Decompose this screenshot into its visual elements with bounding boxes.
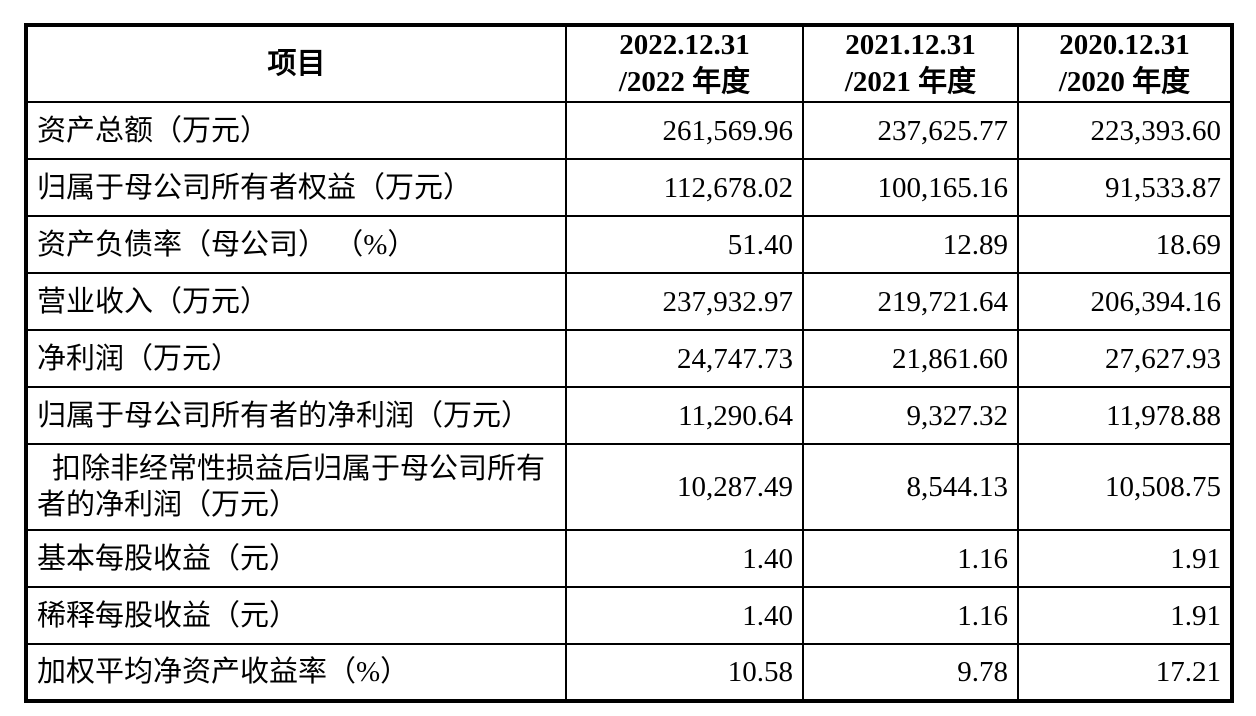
value-2020: 223,393.60 bbox=[1017, 101, 1233, 160]
period-line-2: /2022 年度 bbox=[618, 66, 751, 98]
value-2020: 27,627.93 bbox=[1017, 329, 1233, 388]
row-label: 归属于母公司所有者的净利润（万元） bbox=[25, 386, 567, 445]
row-revenue: 营业收入（万元） 237,932.97 219,721.64 206,394.1… bbox=[25, 272, 1233, 331]
row-label: 净利润（万元） bbox=[25, 329, 567, 388]
value-2022: 237,932.97 bbox=[565, 272, 804, 331]
value-2021: 9.78 bbox=[802, 643, 1019, 702]
row-net-profit: 净利润（万元） 24,747.73 21,861.60 27,627.93 bbox=[25, 329, 1233, 388]
value-2021: 219,721.64 bbox=[802, 272, 1019, 331]
value-2021: 12.89 bbox=[802, 215, 1019, 274]
row-parent-equity: 归属于母公司所有者权益（万元） 112,678.02 100,165.16 91… bbox=[25, 158, 1233, 217]
value-2021: 9,327.32 bbox=[802, 386, 1019, 445]
row-label: 稀释每股收益（元） bbox=[25, 586, 567, 645]
value-2022: 1.40 bbox=[565, 529, 804, 588]
value-2022: 24,747.73 bbox=[565, 329, 804, 388]
value-2022: 261,569.96 bbox=[565, 101, 804, 160]
value-2020: 10,508.75 bbox=[1017, 443, 1233, 531]
value-2021: 8,544.13 bbox=[802, 443, 1019, 531]
row-deducted-net-profit: 扣除非经常性损益后归属于母公司所有者的净利润（万元） 10,287.49 8,5… bbox=[25, 443, 1233, 531]
row-label: 加权平均净资产收益率（%） bbox=[25, 643, 567, 702]
row-parent-net-profit: 归属于母公司所有者的净利润（万元） 11,290.64 9,327.32 11,… bbox=[25, 386, 1233, 445]
value-2021: 21,861.60 bbox=[802, 329, 1019, 388]
period-line-1: 2020.12.31 bbox=[1059, 29, 1190, 61]
value-2021: 1.16 bbox=[802, 529, 1019, 588]
value-2020: 17.21 bbox=[1017, 643, 1233, 702]
row-label: 营业收入（万元） bbox=[25, 272, 567, 331]
value-2022: 112,678.02 bbox=[565, 158, 804, 217]
row-label: 资产负债率（母公司） （%） bbox=[25, 215, 567, 274]
period-line-2: /2020 年度 bbox=[1058, 66, 1191, 98]
value-2021: 1.16 bbox=[802, 586, 1019, 645]
value-2022: 1.40 bbox=[565, 586, 804, 645]
value-2020: 1.91 bbox=[1017, 529, 1233, 588]
row-label: 基本每股收益（元） bbox=[25, 529, 567, 588]
header-period-2022: 2022.12.31 /2022 年度 bbox=[565, 24, 804, 103]
row-weighted-avg-roe: 加权平均净资产收益率（%） 10.58 9.78 17.21 bbox=[25, 643, 1233, 702]
row-debt-ratio: 资产负债率（母公司） （%） 51.40 12.89 18.69 bbox=[25, 215, 1233, 274]
row-diluted-eps: 稀释每股收益（元） 1.40 1.16 1.91 bbox=[25, 586, 1233, 645]
header-item-label: 项目 bbox=[25, 24, 567, 103]
value-2020: 11,978.88 bbox=[1017, 386, 1233, 445]
row-basic-eps: 基本每股收益（元） 1.40 1.16 1.91 bbox=[25, 529, 1233, 588]
value-2021: 237,625.77 bbox=[802, 101, 1019, 160]
row-label: 归属于母公司所有者权益（万元） bbox=[25, 158, 567, 217]
value-2022: 11,290.64 bbox=[565, 386, 804, 445]
period-line-1: 2021.12.31 bbox=[845, 29, 976, 61]
financial-summary-table: 项目 2022.12.31 /2022 年度 2021.12.31 /2021 … bbox=[24, 23, 1234, 703]
row-total-assets: 资产总额（万元） 261,569.96 237,625.77 223,393.6… bbox=[25, 101, 1233, 160]
value-2022: 10.58 bbox=[565, 643, 804, 702]
period-line-1: 2022.12.31 bbox=[619, 29, 750, 61]
value-2020: 18.69 bbox=[1017, 215, 1233, 274]
row-label: 扣除非经常性损益后归属于母公司所有者的净利润（万元） bbox=[25, 443, 567, 531]
header-period-2021: 2021.12.31 /2021 年度 bbox=[802, 24, 1019, 103]
row-label: 资产总额（万元） bbox=[25, 101, 567, 160]
header-row: 项目 2022.12.31 /2022 年度 2021.12.31 /2021 … bbox=[25, 24, 1233, 103]
period-line-2: /2021 年度 bbox=[844, 66, 977, 98]
value-2020: 1.91 bbox=[1017, 586, 1233, 645]
value-2020: 206,394.16 bbox=[1017, 272, 1233, 331]
value-2022: 51.40 bbox=[565, 215, 804, 274]
value-2020: 91,533.87 bbox=[1017, 158, 1233, 217]
value-2021: 100,165.16 bbox=[802, 158, 1019, 217]
header-period-2020: 2020.12.31 /2020 年度 bbox=[1017, 24, 1233, 103]
value-2022: 10,287.49 bbox=[565, 443, 804, 531]
